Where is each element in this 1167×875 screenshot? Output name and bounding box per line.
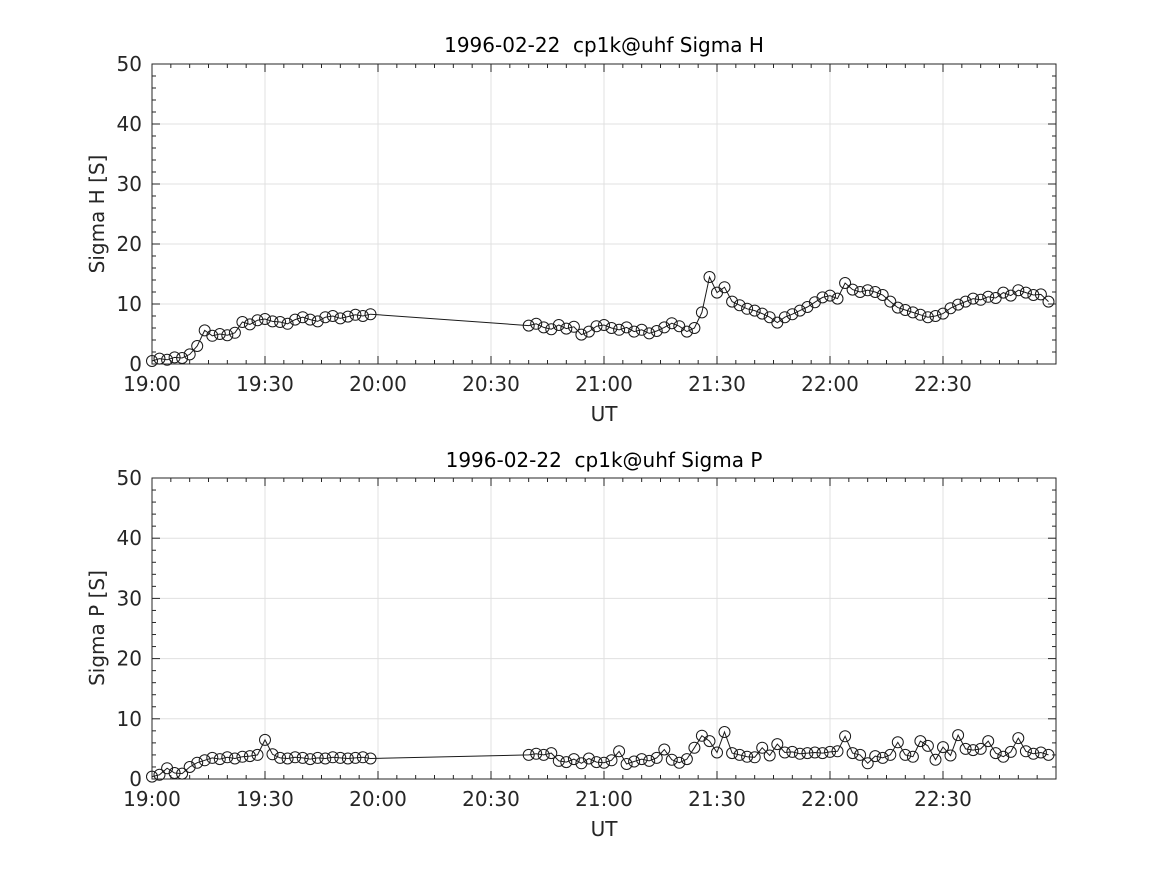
svg-text:40: 40 bbox=[117, 112, 142, 136]
svg-text:19:30: 19:30 bbox=[236, 372, 294, 396]
sigma-h-x-axis-label: UT bbox=[590, 402, 618, 426]
svg-text:30: 30 bbox=[117, 172, 142, 196]
sigma-p-x-axis-label: UT bbox=[590, 817, 618, 841]
svg-text:21:00: 21:00 bbox=[575, 372, 633, 396]
x-tick-labels: 19:00 19:30 20:00 20:30 21:00 21:30 22:00 22:30 bbox=[123, 787, 972, 811]
axes-box bbox=[151, 63, 1057, 365]
svg-text:19:00: 19:00 bbox=[123, 372, 181, 396]
sigma-p-chart-title: 1996-02-22 cp1k@uhf Sigma P bbox=[445, 448, 763, 472]
svg-text:21:00: 21:00 bbox=[575, 787, 633, 811]
sigma-h-line bbox=[151, 275, 1049, 362]
sigma-h-chart-title: 1996-02-22 cp1k@uhf Sigma H bbox=[444, 33, 764, 57]
svg-text:21:30: 21:30 bbox=[688, 787, 746, 811]
svg-text:20:30: 20:30 bbox=[462, 372, 520, 396]
svg-text:10: 10 bbox=[117, 292, 142, 316]
svg-text:19:30: 19:30 bbox=[236, 787, 294, 811]
sigma-h-markers bbox=[146, 271, 1055, 367]
svg-text:22:00: 22:00 bbox=[801, 372, 859, 396]
x-tick-labels: 19:00 19:30 20:00 20:30 21:00 21:30 22:00 22:30 bbox=[123, 372, 972, 396]
y-tick-labels: 0 10 20 30 40 50 bbox=[117, 52, 142, 376]
svg-text:0: 0 bbox=[129, 352, 142, 376]
svg-text:20:00: 20:00 bbox=[349, 787, 407, 811]
svg-text:20:30: 20:30 bbox=[462, 787, 520, 811]
svg-text:0: 0 bbox=[129, 767, 142, 791]
grid-lines bbox=[152, 64, 1056, 364]
svg-text:22:00: 22:00 bbox=[801, 787, 859, 811]
y-tick-labels: 0 10 20 30 40 50 bbox=[117, 466, 142, 791]
svg-text:19:00: 19:00 bbox=[123, 787, 181, 811]
svg-text:20: 20 bbox=[117, 647, 142, 671]
axes-box bbox=[151, 477, 1057, 780]
svg-text:22:30: 22:30 bbox=[914, 372, 972, 396]
svg-text:50: 50 bbox=[117, 466, 142, 490]
sigma-p-line bbox=[151, 730, 1049, 778]
svg-text:20:00: 20:00 bbox=[349, 372, 407, 396]
svg-text:21:30: 21:30 bbox=[688, 372, 746, 396]
svg-text:30: 30 bbox=[117, 586, 142, 610]
svg-text:22:30: 22:30 bbox=[914, 787, 972, 811]
sigma-p-markers bbox=[146, 726, 1055, 783]
svg-text:20: 20 bbox=[117, 232, 142, 256]
svg-text:10: 10 bbox=[117, 707, 142, 731]
svg-text:40: 40 bbox=[117, 526, 142, 550]
grid-lines bbox=[152, 478, 1056, 779]
svg-text:50: 50 bbox=[117, 52, 142, 76]
